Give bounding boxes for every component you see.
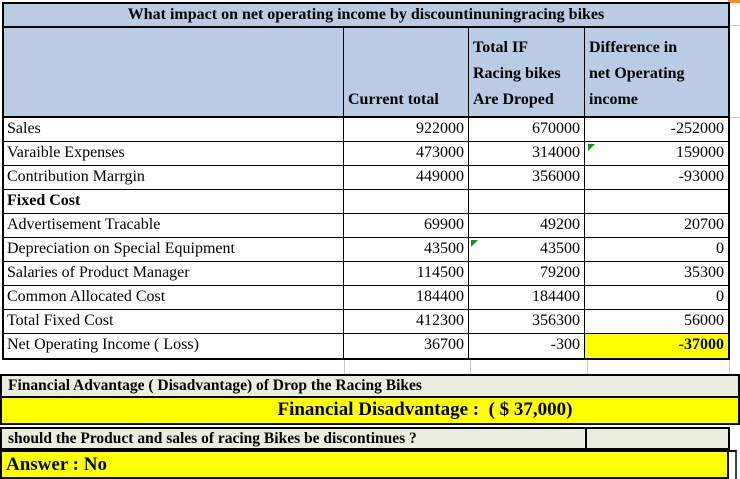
- cell-common-allocated-dropped[interactable]: 184400: [468, 286, 584, 309]
- cell-variable-expenses-current[interactable]: 473000: [343, 142, 468, 165]
- header-difference[interactable]: Difference in net Operating income: [584, 28, 728, 116]
- table-body: Sales 922000 670000 -252000 Varaible Exp…: [2, 118, 730, 360]
- table-row-common-allocated: Common Allocated Cost 184400 184400 0: [4, 286, 728, 310]
- cell-depreciation-diff[interactable]: 0: [584, 238, 728, 261]
- table-row-salaries: Salaries of Product Manager 114500 79200…: [4, 262, 728, 286]
- impact-table: What impact on net operating income by d…: [2, 2, 730, 360]
- adjacent-cell-accent-border: [728, 0, 740, 3]
- cell-common-allocated-diff[interactable]: 0: [584, 286, 728, 309]
- cell-salaries-dropped[interactable]: 79200: [468, 262, 584, 285]
- table-row-depreciation: Depreciation on Special Equipment 43500 …: [4, 238, 728, 262]
- cell-divider: [585, 429, 587, 448]
- cell-net-operating-current[interactable]: 36700: [343, 334, 468, 358]
- cell-salaries-label[interactable]: Salaries of Product Manager: [7, 264, 190, 281]
- cell-net-operating-diff-highlighted[interactable]: -37000: [584, 334, 728, 358]
- answer-cell[interactable]: Answer : No: [0, 450, 729, 479]
- active-cell-selection[interactable]: [729, 450, 737, 479]
- question-text: should the Product and sales of racing B…: [8, 430, 417, 447]
- cell-sales-dropped[interactable]: 670000: [468, 118, 584, 141]
- disadvantage-result-cell[interactable]: Financial Disadvantage : ( $ 37,000): [0, 398, 740, 425]
- table-row-net-operating-income: Net Operating Income ( Loss) 36700 -300 …: [4, 334, 728, 358]
- gridline: [587, 360, 588, 374]
- cell-advertisement-dropped[interactable]: 49200: [468, 214, 584, 237]
- table-header-row: Current total Total IF Racing bikes Are …: [2, 28, 730, 118]
- cell-fixed-cost-diff[interactable]: [584, 190, 728, 213]
- formula-warning-triangle-icon[interactable]: [470, 239, 478, 247]
- cell-fixed-cost-current[interactable]: [343, 190, 468, 213]
- cell-total-fixed-dropped[interactable]: 356300: [468, 310, 584, 333]
- cell-common-allocated-label[interactable]: Common Allocated Cost: [7, 288, 166, 305]
- table-row-advertisement: Advertisement Tracable 69900 49200 20700: [4, 214, 728, 238]
- header-blank-cell[interactable]: [4, 28, 343, 116]
- cell-common-allocated-current[interactable]: 184400: [343, 286, 468, 309]
- gridline: [731, 117, 740, 118]
- cell-contribution-margin-diff[interactable]: -93000: [584, 166, 728, 189]
- gridline: [344, 360, 345, 374]
- cell-fixed-cost-label[interactable]: Fixed Cost: [7, 192, 81, 209]
- table-title-cell[interactable]: What impact on net operating income by d…: [2, 2, 730, 28]
- cell-advertisement-label[interactable]: Advertisement Tracable: [7, 216, 161, 233]
- cell-advertisement-current[interactable]: 69900: [343, 214, 468, 237]
- header-if-dropped[interactable]: Total IF Racing bikes Are Droped: [468, 28, 584, 116]
- cell-variable-expenses-dropped[interactable]: 314000: [468, 142, 584, 165]
- cell-contribution-margin-dropped[interactable]: 356000: [468, 166, 584, 189]
- cell-total-fixed-diff[interactable]: 56000: [584, 310, 728, 333]
- cell-net-operating-label[interactable]: Net Operating Income ( Loss): [7, 336, 199, 353]
- table-row-contribution-margin: Contribution Marrgin 449000 356000 -9300…: [4, 166, 728, 190]
- question-cell[interactable]: should the Product and sales of racing B…: [0, 427, 730, 450]
- table-row-total-fixed: Total Fixed Cost 412300 356300 56000: [4, 310, 728, 334]
- header-current-total[interactable]: Current total: [343, 28, 468, 116]
- formula-warning-triangle-icon[interactable]: [588, 143, 595, 151]
- cell-total-fixed-label[interactable]: Total Fixed Cost: [7, 312, 114, 329]
- cell-net-operating-dropped[interactable]: -300: [468, 334, 584, 358]
- cell-depreciation-dropped[interactable]: 43500: [468, 238, 584, 261]
- gridline: [729, 360, 730, 374]
- gridline: [731, 25, 740, 26]
- table-row-sales: Sales 922000 670000 -252000: [4, 118, 728, 142]
- table-row-variable-expenses: Varaible Expenses 473000 314000 159000: [4, 142, 728, 166]
- cell-advertisement-diff[interactable]: 20700: [584, 214, 728, 237]
- cell-variable-expenses-label[interactable]: Varaible Expenses: [7, 144, 125, 161]
- table-row-fixed-cost-heading: Fixed Cost: [4, 190, 728, 214]
- cell-depreciation-current[interactable]: 43500: [343, 238, 468, 261]
- cell-variable-expenses-diff[interactable]: 159000: [584, 142, 728, 165]
- cell-salaries-diff[interactable]: 35300: [584, 262, 728, 285]
- cell-depreciation-label[interactable]: Depreciation on Special Equipment: [7, 240, 235, 257]
- cell-fixed-cost-dropped[interactable]: [468, 190, 584, 213]
- cell-contribution-margin-label[interactable]: Contribution Marrgin: [7, 168, 145, 185]
- cell-salaries-current[interactable]: 114500: [343, 262, 468, 285]
- cell-contribution-margin-current[interactable]: 449000: [343, 166, 468, 189]
- advantage-heading-cell[interactable]: Financial Advantage ( Disadvantage) of D…: [0, 374, 740, 398]
- cell-sales-label[interactable]: Sales: [7, 120, 41, 137]
- cell-sales-current[interactable]: 922000: [343, 118, 468, 141]
- gridline: [470, 360, 471, 374]
- cell-total-fixed-current[interactable]: 412300: [343, 310, 468, 333]
- cell-sales-diff[interactable]: -252000: [584, 118, 728, 141]
